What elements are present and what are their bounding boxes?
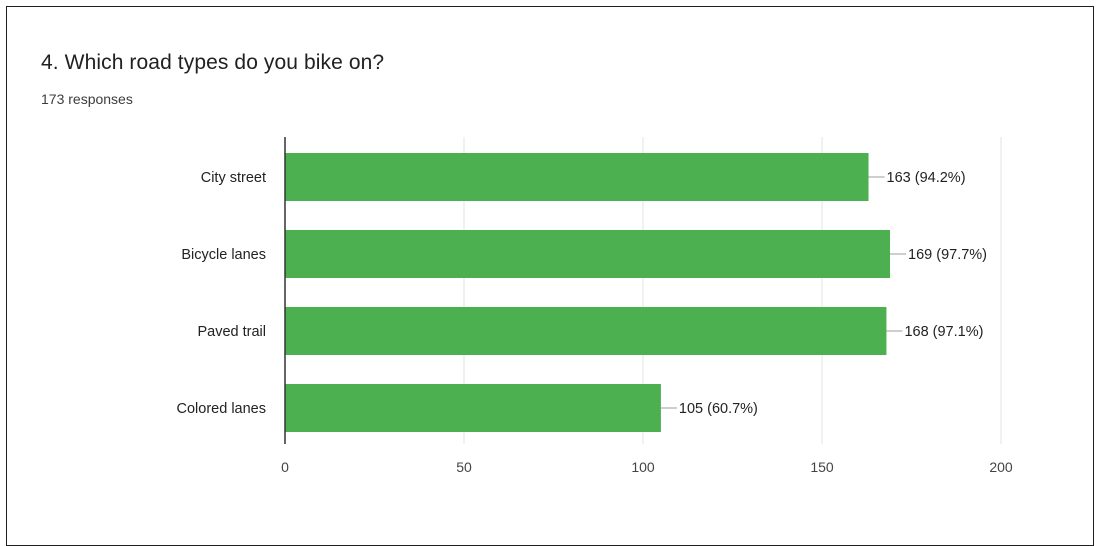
category-label: Paved trail <box>197 324 266 340</box>
category-label: Colored lanes <box>177 401 266 417</box>
data-label: 163 (94.2%) <box>887 170 966 186</box>
data-label: 105 (60.7%) <box>679 401 758 417</box>
question-title: 4. Which road types do you bike on? <box>41 51 385 74</box>
data-label: 168 (97.1%) <box>904 324 983 340</box>
bar-chart: City street 163 (94.2%) Bicycle lanes 169 (… <box>177 137 1013 475</box>
category-label: City street <box>201 170 266 186</box>
bar <box>285 230 891 278</box>
category-label: Bicycle lanes <box>181 247 266 263</box>
bar <box>285 307 887 355</box>
x-tick-label: 100 <box>631 459 655 475</box>
x-tick-label: 50 <box>456 459 472 475</box>
x-tick-label: 200 <box>989 459 1013 475</box>
bar <box>285 384 661 432</box>
response-count: 173 responses <box>41 91 133 107</box>
x-tick-label: 150 <box>810 459 834 475</box>
bar <box>285 153 869 201</box>
x-tick-label: 0 <box>281 459 289 475</box>
data-label: 169 (97.7%) <box>908 247 987 263</box>
